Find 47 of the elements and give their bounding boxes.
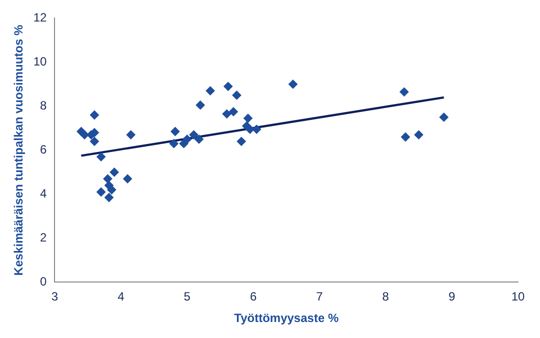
y-tick-label: 10	[33, 54, 48, 69]
x-tick-label: 8	[382, 290, 390, 304]
y-tick-label: 4	[40, 186, 48, 201]
point	[245, 124, 254, 134]
x-tick-label: 3	[51, 290, 58, 304]
y-tick-label: 12	[33, 10, 48, 25]
x-tick-label: 5	[184, 290, 191, 304]
y-tick-label: 8	[40, 98, 48, 113]
point	[288, 80, 298, 89]
point	[189, 130, 198, 140]
point	[194, 134, 204, 144]
point	[103, 174, 112, 184]
point	[182, 134, 192, 144]
y-tick-label: 6	[40, 142, 48, 157]
y-axis-title: Keskimääräisen tuntipalkan vuosimuutos %	[12, 24, 26, 276]
point	[169, 139, 178, 148]
point	[414, 130, 424, 140]
point	[90, 136, 99, 146]
point	[107, 185, 116, 194]
point	[400, 87, 409, 96]
point	[96, 188, 106, 196]
point	[110, 168, 119, 177]
point	[236, 136, 246, 146]
point	[170, 127, 180, 136]
point	[123, 174, 132, 184]
y-tick-label: 0	[40, 274, 48, 289]
y-tick-label: 2	[40, 230, 48, 245]
point	[243, 114, 252, 123]
x-tick-label: 9	[448, 290, 456, 304]
x-tick-label: 6	[250, 290, 257, 304]
point	[96, 152, 106, 162]
point	[90, 110, 99, 120]
point	[206, 86, 215, 96]
point	[228, 107, 238, 116]
point	[232, 90, 242, 100]
point	[400, 132, 410, 142]
point	[126, 130, 136, 140]
point	[104, 193, 114, 202]
point	[224, 82, 233, 91]
x-tick-label: 7	[316, 290, 324, 304]
x-tick-label: 10	[511, 290, 525, 304]
point	[196, 100, 205, 110]
x-axis-title: Työttömyysaste %	[234, 311, 339, 326]
x-tick-label: 4	[118, 290, 125, 304]
point	[222, 109, 232, 118]
point	[439, 112, 448, 122]
point	[252, 124, 262, 134]
